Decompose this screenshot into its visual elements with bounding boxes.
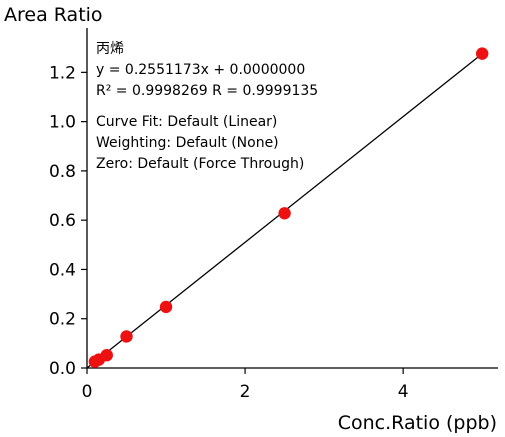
y-ticks: 0.0 0.2 0.4 0.6 0.8 1.0 1.2 (49, 63, 87, 379)
y-tick-label: 1.2 (49, 63, 76, 83)
annotation-weighting: Weighting: Default (None) (96, 135, 279, 151)
data-point (120, 330, 133, 343)
x-tick-label: 4 (398, 382, 409, 402)
data-points (88, 47, 489, 368)
y-tick-label: 0.4 (49, 260, 76, 280)
data-point (100, 348, 113, 362)
annotation-block: 丙烯 y = 0.2551173x + 0.0000000 R² = 0.999… (96, 41, 318, 172)
x-axis-label: Conc.Ratio (ppb) (338, 412, 497, 434)
y-axis-label: Area Ratio (4, 4, 103, 26)
x-tick-label: 0 (82, 382, 93, 402)
y-tick-label: 0.2 (49, 310, 76, 330)
data-point (475, 47, 489, 60)
annotation-curve-fit: Curve Fit: Default (Linear) (96, 114, 277, 130)
x-tick-label: 2 (240, 382, 251, 402)
x-ticks: 0 2 4 (82, 368, 409, 402)
annotation-equation: y = 0.2551173x + 0.0000000 (96, 62, 305, 78)
data-point (159, 300, 173, 314)
y-tick-label: 1.0 (49, 113, 76, 133)
annotation-zero: Zero: Default (Force Through) (96, 156, 304, 172)
y-tick-label: 0.8 (49, 162, 76, 182)
annotation-r-values: R² = 0.9998269 R = 0.9999135 (96, 83, 318, 99)
annotation-compound: 丙烯 (96, 41, 124, 57)
y-tick-label: 0.0 (49, 359, 76, 379)
data-point (278, 207, 291, 220)
y-tick-label: 0.6 (49, 211, 76, 231)
